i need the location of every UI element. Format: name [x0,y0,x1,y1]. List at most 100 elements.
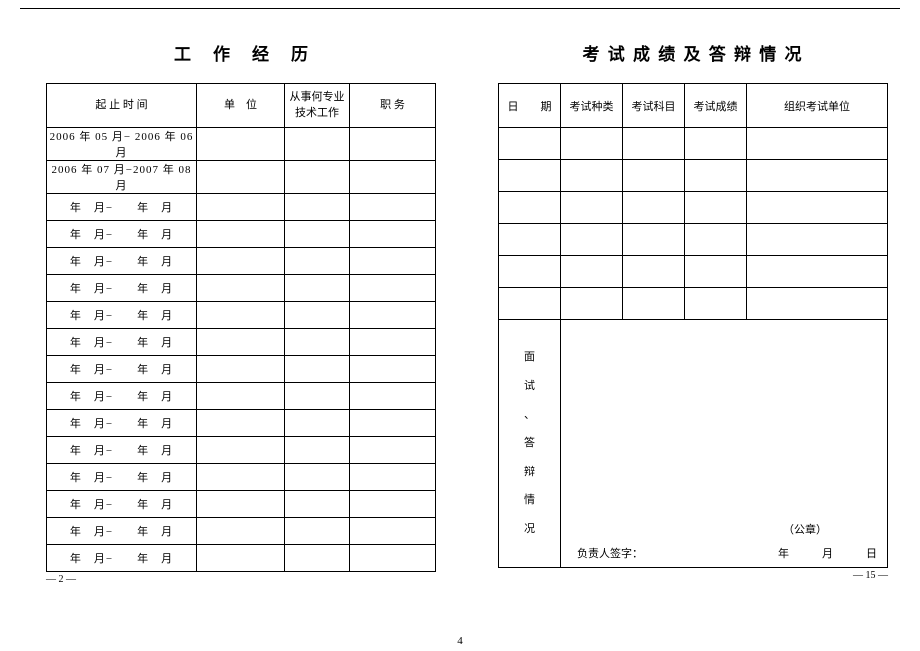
empty-cell [561,160,623,192]
empty-cell [623,256,685,288]
empty-cell [561,224,623,256]
col-date: 日 期 [499,84,561,128]
table-row: 年 月− 年 月 [47,329,436,356]
table-row: 年 月− 年 月 [47,275,436,302]
col-spec: 从事何专业 技术工作 [285,84,350,128]
empty-cell [561,288,623,320]
empty-cell [350,410,436,437]
empty-cell [350,383,436,410]
col-score: 考试成绩 [685,84,747,128]
table-row: 年 月− 年 月 [47,248,436,275]
empty-cell [747,128,888,160]
table-row: 年 月− 年 月 [47,491,436,518]
empty-cell [350,356,436,383]
exam-table: 日 期 考试种类 考试科目 考试成绩 组织考试单位 面 试 、 答 辩 情 况 … [498,83,888,568]
empty-cell [623,288,685,320]
empty-cell [623,224,685,256]
empty-cell [285,194,350,221]
time-cell: 年 月− 年 月 [47,518,197,545]
table-row [499,192,888,224]
exam-rows [499,128,888,320]
time-cell: 年 月− 年 月 [47,275,197,302]
empty-cell [197,194,285,221]
table-row [499,128,888,160]
time-cell: 年 月− 年 月 [47,221,197,248]
table-row: 年 月− 年 月 [47,194,436,221]
interview-label: 面 试 、 答 辩 情 况 [499,320,561,568]
col-org: 组织考试单位 [747,84,888,128]
empty-cell [197,302,285,329]
empty-cell [499,128,561,160]
right-page-num: — 15 — [498,570,888,581]
work-rows: 2006 年 05 月− 2006 年 06 月2006 年 07 月−2007… [47,128,436,572]
empty-cell [350,221,436,248]
empty-cell [285,128,350,161]
col-subj: 考试科目 [623,84,685,128]
empty-cell [285,518,350,545]
top-rule [20,8,900,9]
right-page: 考 试 成 绩 及 答 辩 情 况 日 期 考试种类 考试科目 考试成绩 组织考… [498,40,888,581]
table-row: 年 月− 年 月 [47,518,436,545]
table-row: 2006 年 05 月− 2006 年 06 月 [47,128,436,161]
empty-cell [197,464,285,491]
empty-cell [350,545,436,572]
empty-cell [285,410,350,437]
table-row: 年 月− 年 月 [47,302,436,329]
sign-label: 负责人签字： [577,545,643,561]
empty-cell [285,437,350,464]
empty-cell [499,288,561,320]
table-row: 年 月− 年 月 [47,545,436,572]
empty-cell [685,256,747,288]
empty-cell [350,161,436,194]
empty-cell [285,302,350,329]
empty-cell [685,224,747,256]
empty-cell [350,464,436,491]
empty-cell [285,329,350,356]
empty-cell [499,256,561,288]
empty-cell [685,288,747,320]
col-time: 起 止 时 间 [47,84,197,128]
empty-cell [197,518,285,545]
time-cell: 2006 年 07 月−2007 年 08 月 [47,161,197,194]
empty-cell [350,275,436,302]
empty-cell [747,288,888,320]
empty-cell [623,192,685,224]
left-page-num: — 2 — [46,574,436,585]
empty-cell [623,160,685,192]
empty-cell [285,275,350,302]
empty-cell [285,356,350,383]
empty-cell [285,545,350,572]
empty-cell [685,160,747,192]
empty-cell [197,383,285,410]
empty-cell [561,128,623,160]
time-cell: 年 月− 年 月 [47,410,197,437]
interview-body: （公章） 负责人签字： 年 月 日 [561,320,888,568]
time-cell: 年 月− 年 月 [47,356,197,383]
empty-cell [747,224,888,256]
table-row: 年 月− 年 月 [47,464,436,491]
table-row: 年 月− 年 月 [47,221,436,248]
col-type: 考试种类 [561,84,623,128]
empty-cell [499,192,561,224]
left-page: 工作经历 起 止 时 间 单 位 从事何专业 技术工作 职 务 2006 年 0… [46,40,436,585]
time-cell: 年 月− 年 月 [47,383,197,410]
empty-cell [285,464,350,491]
empty-cell [197,545,285,572]
left-title: 工作经历 [46,40,436,65]
table-row [499,160,888,192]
empty-cell [285,383,350,410]
empty-cell [197,128,285,161]
col-unit: 单 位 [197,84,285,128]
empty-cell [350,194,436,221]
table-row: 年 月− 年 月 [47,437,436,464]
empty-cell [197,221,285,248]
table-row: 年 月− 年 月 [47,356,436,383]
empty-cell [623,128,685,160]
empty-cell [197,329,285,356]
table-row: 2006 年 07 月−2007 年 08 月 [47,161,436,194]
footer-page-num: 4 [0,635,920,647]
empty-cell [197,356,285,383]
seal-text: （公章） [783,521,827,537]
table-row: 年 月− 年 月 [47,410,436,437]
empty-cell [350,518,436,545]
